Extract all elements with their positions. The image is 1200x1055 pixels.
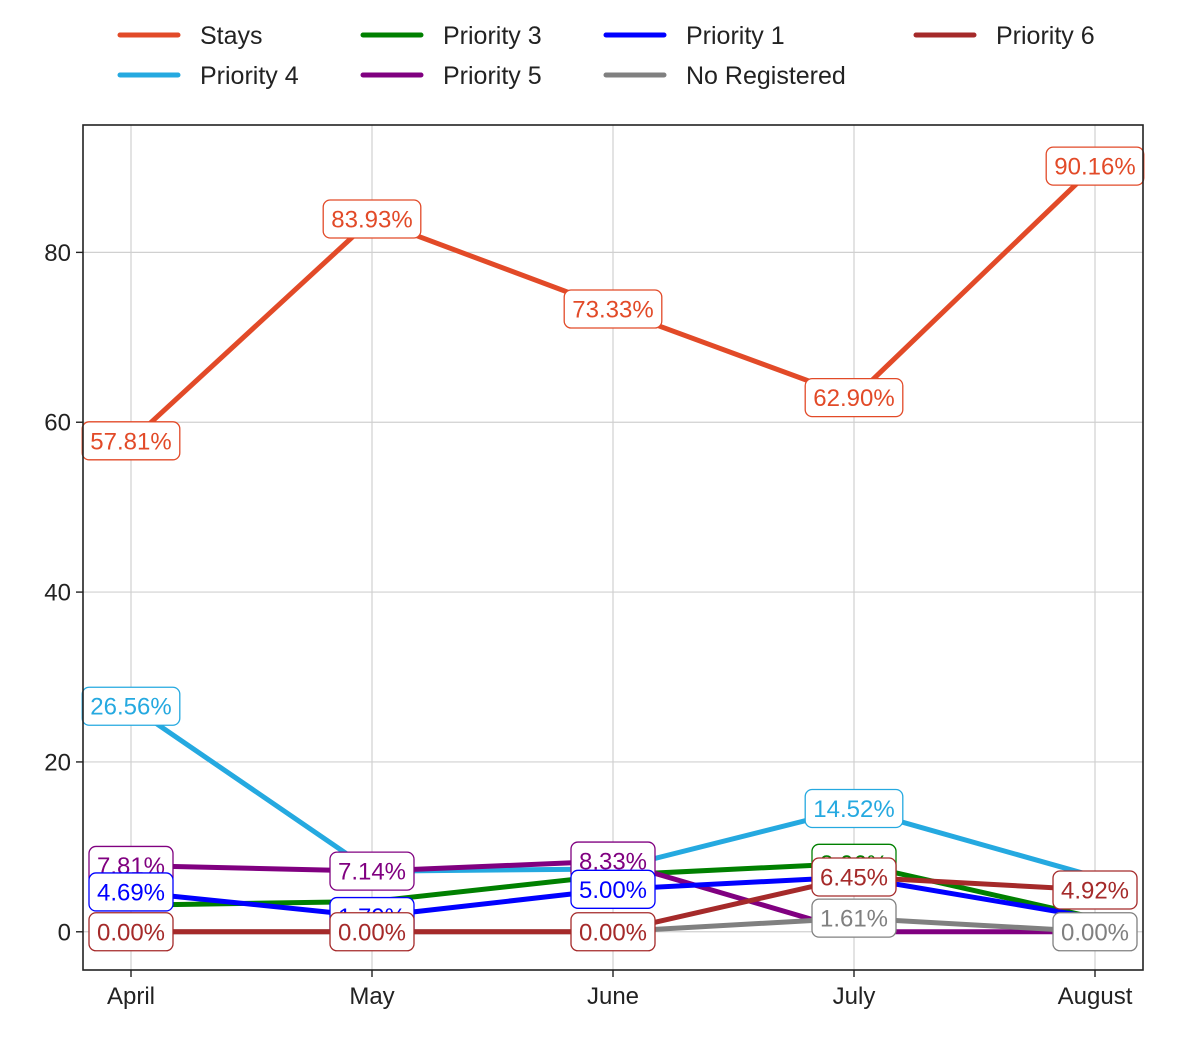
data-label-priority-6-may: 0.00% xyxy=(329,912,415,952)
axes: 0 20 40 60 80 April May June July August xyxy=(44,124,1144,1010)
legend-label: No Registered xyxy=(686,62,846,90)
y-tick-label-60: 60 xyxy=(44,410,71,437)
data-label-text: 1.61% xyxy=(820,906,888,933)
y-tick-label-20: 20 xyxy=(44,749,71,776)
legend-entry-priority-1: Priority 1 xyxy=(603,22,785,50)
data-label-box xyxy=(1052,912,1138,952)
data-label-text: 73.33% xyxy=(572,297,653,324)
data-label-text: 57.81% xyxy=(90,428,171,455)
data-label-box xyxy=(322,199,422,239)
data-label-box xyxy=(88,872,174,912)
legend-label: Priority 3 xyxy=(443,22,542,50)
data-label-priority-6-april: 0.00% xyxy=(88,912,174,952)
data-label-text: 62.90% xyxy=(813,385,894,412)
data-label-stays-may: 83.93% xyxy=(322,199,422,239)
x-tick-label-june: June xyxy=(587,983,639,1010)
legend-label: Stays xyxy=(200,22,263,50)
data-label-box xyxy=(88,912,174,952)
data-label-text: 4.69% xyxy=(97,879,165,906)
legend-entry-priority-6: Priority 6 xyxy=(913,22,1095,50)
data-label-box xyxy=(804,788,904,829)
legend-label: Priority 5 xyxy=(443,62,542,90)
data-label-text: 5.00% xyxy=(579,877,647,904)
data-label-priority-6-august: 4.92% xyxy=(1052,870,1138,910)
data-label-box xyxy=(329,851,415,891)
data-label-box xyxy=(570,869,656,909)
data-label-priority-1-april: 4.69% xyxy=(88,872,174,912)
legend-label: Priority 4 xyxy=(200,62,299,90)
data-label-text: 90.16% xyxy=(1054,154,1135,181)
legend-entry-stays: Stays xyxy=(117,22,263,50)
data-label-text: 4.92% xyxy=(1061,878,1129,905)
data-label-box xyxy=(1052,870,1138,910)
data-label-box xyxy=(804,377,904,418)
y-tick-label-0: 0 xyxy=(58,919,71,946)
data-label-text: 14.52% xyxy=(813,796,894,823)
y-tick-label-40: 40 xyxy=(44,580,71,607)
data-label-priority-4-july: 14.52% xyxy=(804,788,904,829)
legend: Stays Priority 4 Priority 3 Priority 5 Prior… xyxy=(117,22,1095,90)
legend-entry-no-registered: No Registered xyxy=(603,62,846,90)
data-label-stays-august: 90.16% xyxy=(1045,146,1145,186)
data-label-no-registered-july: 1.61% xyxy=(811,898,897,938)
data-label-stays-april: 57.81% xyxy=(81,421,181,461)
data-label-no-registered-august: 0.00% xyxy=(1052,912,1138,952)
legend-label: Priority 1 xyxy=(686,22,785,50)
legend-entry-priority-4: Priority 4 xyxy=(117,62,299,90)
data-label-text: 7.14% xyxy=(338,859,406,886)
data-label-text: 0.00% xyxy=(1061,919,1129,946)
data-label-text: 0.00% xyxy=(579,919,647,946)
data-label-text: 6.45% xyxy=(820,865,888,892)
data-label-box xyxy=(563,289,663,329)
data-label-priority-6-june: 0.00% xyxy=(570,912,656,952)
x-tick-label-may: May xyxy=(349,983,394,1010)
data-label-priority-6-july: 6.45% xyxy=(811,857,897,897)
data-label-box xyxy=(570,912,656,952)
data-labels: 57.81% 83.93% 73.33% 62.90% 90.16% 26.56% 14.5… xyxy=(81,146,1145,952)
x-tick-label-april: April xyxy=(107,983,155,1010)
data-label-text: 0.00% xyxy=(338,919,406,946)
data-label-box xyxy=(811,857,897,897)
data-label-box xyxy=(329,912,415,952)
data-label-priority-4-april: 26.56% xyxy=(81,686,181,726)
data-label-text: 26.56% xyxy=(90,694,171,721)
data-label-stays-july: 62.90% xyxy=(804,377,904,418)
data-label-text: 0.00% xyxy=(97,919,165,946)
legend-entry-priority-5: Priority 5 xyxy=(360,62,542,90)
x-tick-label-july: July xyxy=(833,983,876,1010)
legend-entry-priority-3: Priority 3 xyxy=(360,22,542,50)
data-label-priority-1-june: 5.00% xyxy=(570,869,656,909)
data-label-stays-june: 73.33% xyxy=(563,289,663,329)
x-tick-label-august: August xyxy=(1058,983,1133,1010)
data-label-priority-5-may: 7.14% xyxy=(329,851,415,891)
data-label-text: 83.93% xyxy=(331,207,412,234)
y-tick-label-80: 80 xyxy=(44,240,71,267)
legend-label: Priority 6 xyxy=(996,22,1095,50)
data-label-box xyxy=(811,898,897,938)
